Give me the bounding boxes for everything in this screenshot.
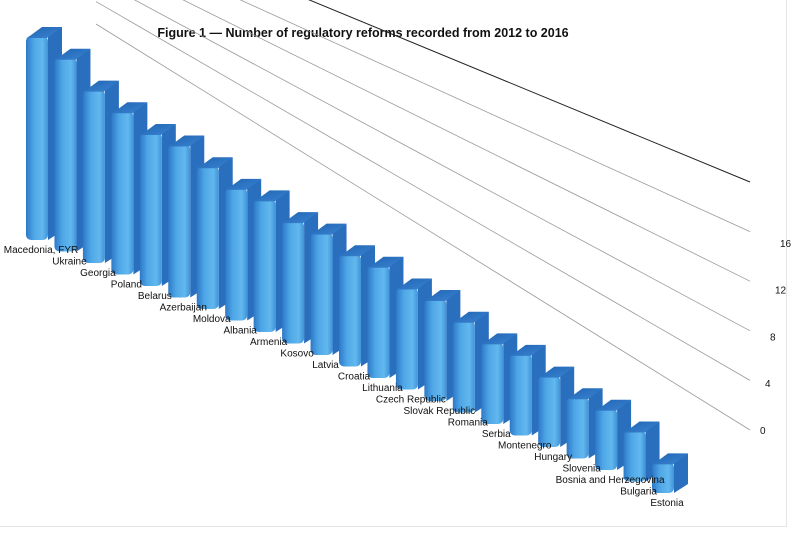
chart-title: Figure 1 — Number of regulatory reforms …: [157, 26, 568, 40]
bar-top: [624, 421, 660, 433]
category-label: Czech Republic: [376, 395, 446, 406]
bar-top: [169, 135, 205, 147]
bar-front: [82, 89, 105, 263]
bar-front: [509, 353, 532, 436]
bar-top: [596, 399, 632, 411]
y-tick-label: 12: [775, 286, 787, 297]
bar-top: [539, 366, 575, 378]
y-tick-label: 8: [770, 332, 776, 343]
bar-top: [482, 333, 518, 345]
category-label: Bosnia and Herzegovina: [556, 475, 665, 486]
bar-front: [652, 462, 674, 493]
bar-front: [54, 57, 77, 252]
gridline-8: [133, 0, 751, 332]
gridlines: [95, 0, 751, 431]
bar-front: [111, 111, 134, 275]
y-tick-label: 0: [760, 426, 766, 437]
category-label: Armenia: [250, 337, 288, 348]
bar-top: [653, 453, 688, 465]
bar-front: [595, 408, 618, 470]
bar-front: [566, 397, 589, 459]
gridline-20: [308, 0, 751, 183]
bar-front: [282, 221, 305, 344]
bar-top: [311, 223, 347, 235]
bar-front: [623, 430, 646, 482]
gridline-4: [95, 1, 751, 381]
y-tick-label: 4: [765, 379, 771, 390]
category-label: Belarus: [138, 291, 172, 302]
bar-front: [168, 144, 191, 298]
bar-front: [26, 36, 48, 240]
bars: [26, 27, 688, 493]
category-label: Romania: [448, 418, 488, 429]
category-label: Albania: [224, 326, 258, 337]
gridline-0: [95, 23, 751, 431]
bar-front: [139, 133, 162, 286]
bar-top: [27, 27, 62, 38]
bar-front: [196, 166, 219, 309]
bar-side: [674, 453, 688, 493]
chart-frame: [0, 0, 787, 527]
bar-front: [339, 254, 361, 367]
y-tick-labels: 0 4 8 12 16: [760, 239, 792, 437]
category-label: Azerbaijan: [160, 303, 207, 314]
bar-top: [283, 212, 319, 224]
gridline-16: [239, 0, 751, 232]
category-label: Slovenia: [562, 464, 601, 475]
category-label: Ukraine: [52, 257, 87, 268]
y-tick-label: 16: [780, 239, 792, 250]
bar-top: [396, 278, 432, 290]
bar-top: [55, 48, 91, 60]
bar-front: [310, 232, 333, 355]
bar-top: [567, 388, 603, 400]
bar-front: [367, 265, 390, 378]
bar-top: [226, 178, 262, 190]
category-label: Slovak Republic: [404, 406, 476, 417]
bar-front: [225, 187, 248, 321]
bar-front: [481, 342, 504, 424]
bar-front: [538, 375, 561, 447]
bar: [652, 453, 688, 493]
category-label: Macedonia, FYR: [4, 245, 78, 256]
category-label: Lithuania: [362, 383, 403, 394]
bar-top: [453, 311, 489, 323]
category-label: Estonia: [650, 498, 684, 509]
bar-front: [452, 320, 475, 413]
bar-top: [368, 256, 404, 268]
category-label: Moldova: [193, 314, 231, 325]
bar-top: [112, 102, 148, 114]
bar-top: [425, 290, 461, 301]
bar-top: [83, 80, 119, 92]
bar-top: [197, 157, 233, 169]
bar-front: [395, 287, 418, 390]
category-label: Georgia: [80, 268, 116, 279]
category-label: Poland: [111, 280, 142, 291]
category-label: Serbia: [482, 429, 511, 440]
category-label: Bulgaria: [620, 487, 657, 498]
bar-top: [340, 245, 375, 257]
bar-top: [254, 190, 290, 202]
category-label: Montenegro: [498, 441, 552, 452]
category-labels: Macedonia, FYRUkraineGeorgiaPolandBelaru…: [4, 245, 684, 509]
bar-front: [253, 199, 276, 332]
bar-front: [424, 299, 447, 401]
gridline-12: [182, 0, 751, 282]
category-label: Latvia: [312, 360, 339, 371]
bar-top: [510, 344, 546, 356]
category-label: Kosovo: [280, 349, 314, 360]
category-label: Hungary: [534, 452, 572, 463]
category-label: Croatia: [338, 372, 371, 383]
bar-top: [140, 124, 176, 135]
